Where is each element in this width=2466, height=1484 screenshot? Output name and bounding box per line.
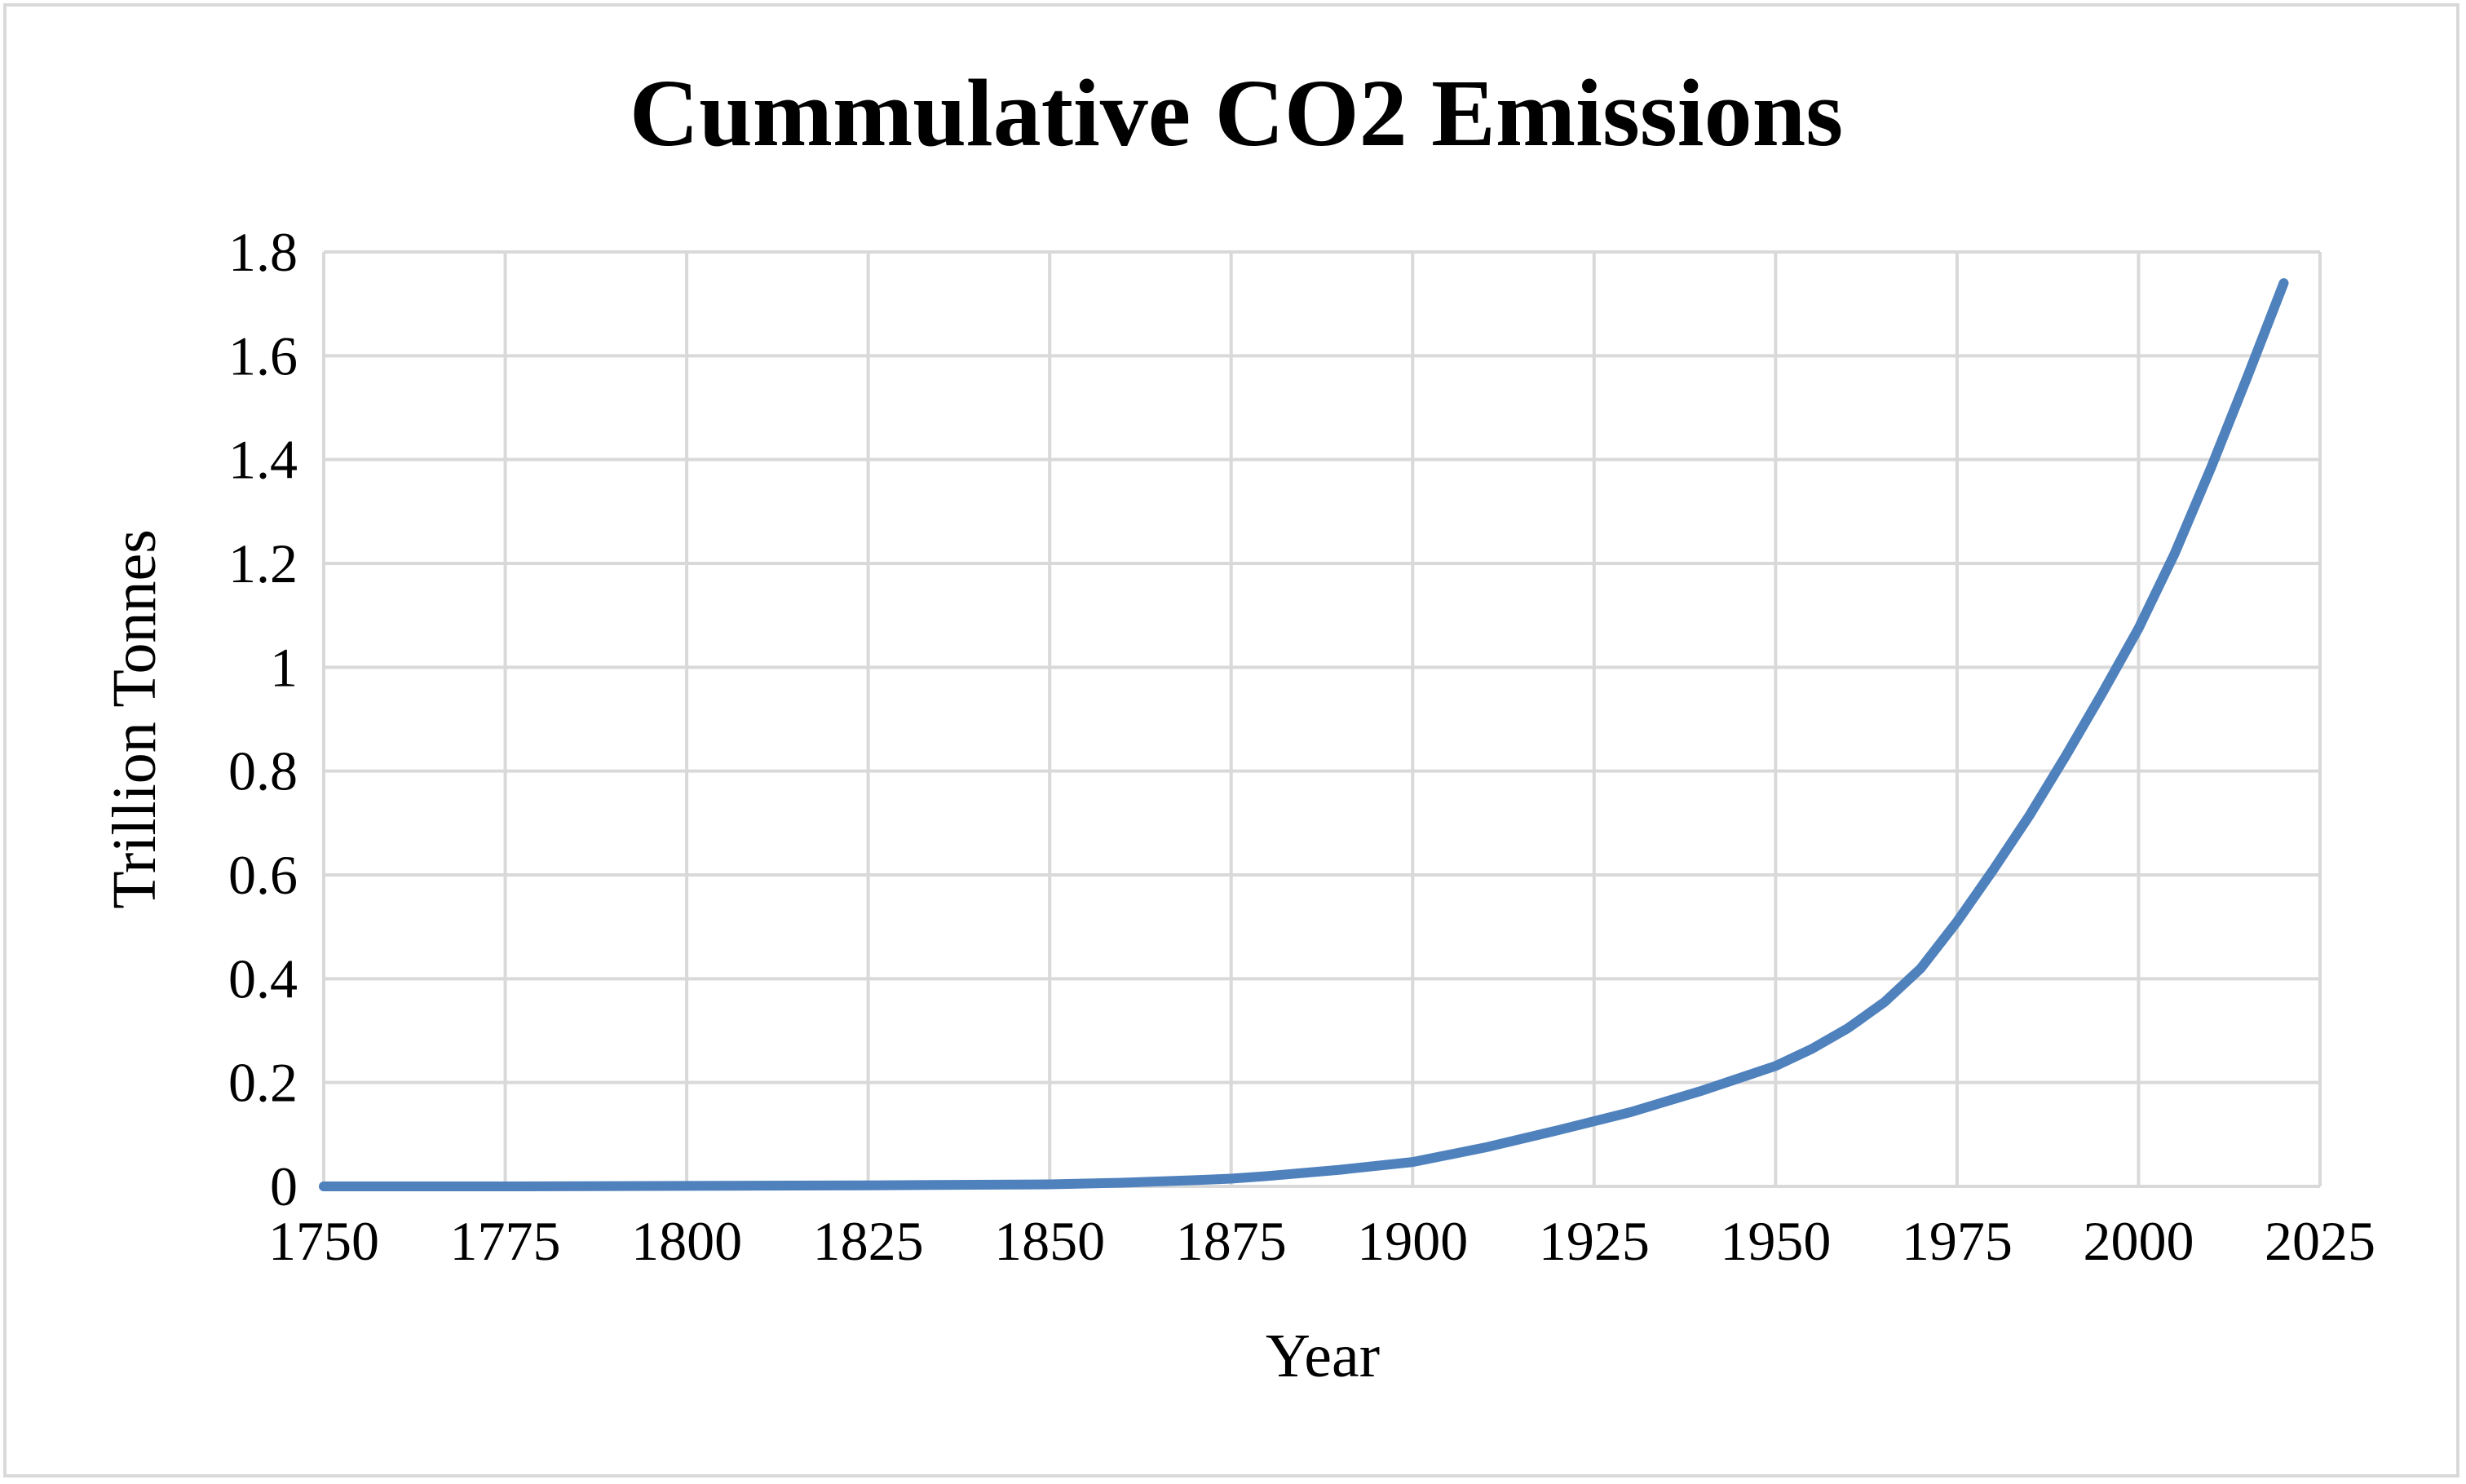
y-tick-label: 1.6 — [228, 325, 298, 386]
x-tick-label: 1950 — [1720, 1210, 1831, 1272]
y-tick-label: 0.6 — [228, 844, 298, 906]
chart-title: Cummulative CO2 Emissions — [630, 60, 1843, 166]
x-tick-label: 1750 — [268, 1210, 379, 1272]
x-tick-label: 2025 — [2265, 1210, 2375, 1272]
y-tick-label: 0.8 — [228, 740, 298, 802]
y-tick-label: 0.4 — [228, 947, 298, 1009]
x-tick-label: 1850 — [994, 1210, 1105, 1272]
y-tick-label: 1.8 — [228, 221, 298, 283]
x-tick-label: 1825 — [813, 1210, 924, 1272]
x-tick-label: 1775 — [450, 1210, 561, 1272]
y-tick-label: 1.2 — [228, 532, 298, 594]
x-axis-ticks: 1750 1775 1800 1825 1850 1875 1900 1925 1950 1975… — [268, 1210, 2375, 1272]
x-tick-label: 2000 — [2083, 1210, 2194, 1272]
y-tick-label: 0 — [270, 1155, 298, 1217]
x-axis-title: Year — [1266, 1322, 1380, 1390]
x-tick-label: 1925 — [1539, 1210, 1650, 1272]
grid — [322, 250, 2322, 1188]
y-tick-label: 1 — [270, 636, 298, 698]
x-tick-label: 1800 — [631, 1210, 742, 1272]
x-tick-label: 1900 — [1357, 1210, 1468, 1272]
series-line — [319, 278, 2289, 1191]
y-axis-title: Trillion Tonnes — [100, 529, 169, 909]
x-tick-label: 1875 — [1176, 1210, 1287, 1272]
x-tick-label: 1975 — [1902, 1210, 2013, 1272]
y-tick-label: 1.4 — [228, 429, 298, 491]
y-tick-label: 0.2 — [228, 1052, 298, 1114]
y-axis-ticks: 0 0.2 0.4 0.6 0.8 1 1.2 1.4 1.6 1.8 — [228, 221, 298, 1217]
series-layer — [319, 278, 2289, 1191]
